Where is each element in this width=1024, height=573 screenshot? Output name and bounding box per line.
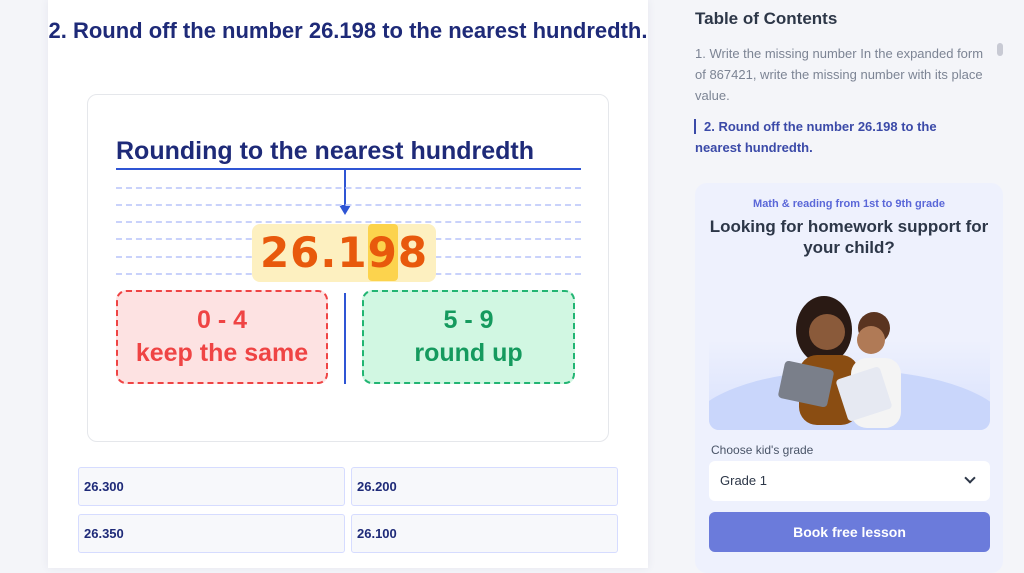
toc-item[interactable]: 1. Write the missing number In the expan… bbox=[695, 46, 984, 103]
promo-subtitle: Math & reading from 1st to 9th grade bbox=[753, 198, 945, 210]
answer-option[interactable]: 26.350 bbox=[78, 514, 345, 553]
heading-underline bbox=[116, 168, 581, 170]
answer-option[interactable]: 26.100 bbox=[351, 514, 618, 553]
answer-option[interactable]: 26.200 bbox=[351, 467, 618, 506]
rule-text: keep the same bbox=[135, 339, 309, 367]
keep-same-rule: 0 - 4 keep the same bbox=[116, 290, 328, 384]
grade-value: Grade 1 bbox=[720, 473, 767, 488]
arrow-down-icon bbox=[344, 169, 346, 209]
question-card: 2. Round off the number 26.198 to the ne… bbox=[48, 0, 648, 568]
book-lesson-button[interactable]: Book free lesson bbox=[709, 512, 990, 552]
toc-title: Table of Contents bbox=[695, 9, 838, 28]
number-display: 26.198 bbox=[252, 224, 436, 282]
grade-select[interactable]: Grade 1 bbox=[709, 461, 990, 501]
round-up-rule: 5 - 9 round up bbox=[362, 290, 575, 384]
parent-child-photo bbox=[709, 280, 990, 430]
grade-label: Choose kid's grade bbox=[711, 443, 814, 457]
dashed-line bbox=[116, 221, 581, 223]
rule-text: round up bbox=[414, 339, 523, 367]
rule-range: 5 - 9 bbox=[443, 306, 494, 334]
chevron-down-icon bbox=[964, 472, 976, 484]
number-end: 8 bbox=[397, 228, 429, 277]
promo-card: Math & reading from 1st to 9th grade Loo… bbox=[695, 183, 1003, 573]
arrowhead-icon bbox=[339, 205, 351, 215]
illustration-heading: Rounding to the nearest hundredth bbox=[116, 137, 535, 165]
hundredths-digit: 9 bbox=[367, 224, 398, 281]
dashed-line bbox=[116, 187, 581, 189]
dashed-line bbox=[116, 204, 581, 206]
rounding-illustration: Rounding to the nearest hundredth 26.198… bbox=[87, 94, 609, 442]
answer-option[interactable]: 26.300 bbox=[78, 467, 345, 506]
number-start: 26.1 bbox=[259, 228, 368, 277]
toc-scrollbar[interactable] bbox=[997, 43, 1003, 56]
toc-active-marker bbox=[694, 119, 696, 134]
question-title: 2. Round off the number 26.198 to the ne… bbox=[48, 18, 648, 43]
rule-range: 0 - 4 bbox=[196, 306, 248, 334]
toc-item-active[interactable]: 2. Round off the number 26.198 to the ne… bbox=[695, 119, 937, 155]
photo-illustration bbox=[709, 296, 990, 430]
promo-title: Looking for homework support for your ch… bbox=[709, 217, 989, 257]
divider bbox=[344, 293, 346, 384]
